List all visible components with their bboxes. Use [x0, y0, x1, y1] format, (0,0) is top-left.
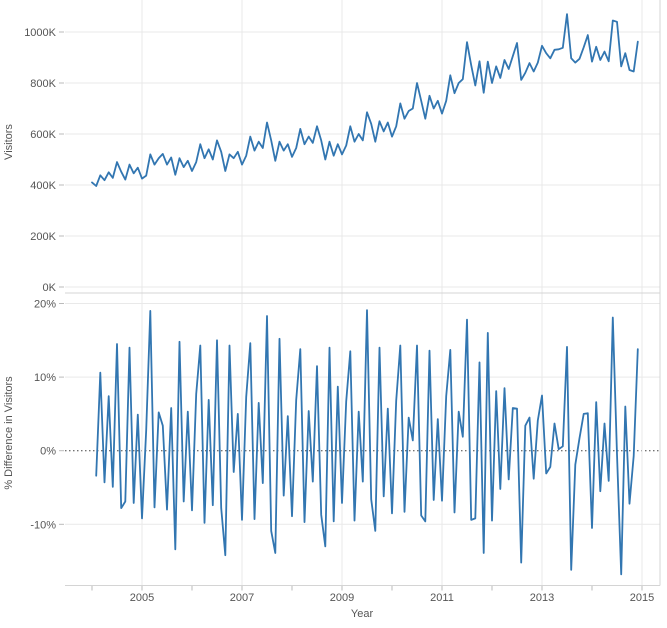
x-tick-label: 2013 — [530, 592, 554, 604]
y-tick-label: 800K — [30, 78, 56, 90]
visitors-line[interactable] — [91, 13, 639, 187]
x-tick-label: 2005 — [130, 592, 154, 604]
y-tick-label: 10% — [34, 372, 56, 384]
x-tick-label: 2015 — [630, 592, 654, 604]
x-tick-label: 2007 — [230, 592, 254, 604]
line-layer — [91, 13, 639, 576]
y-tick-label: 1000K — [24, 27, 56, 39]
y-tick-label: 20% — [34, 299, 56, 311]
y-tick-label: 0K — [43, 282, 57, 294]
y-tick-label: 400K — [30, 180, 56, 192]
x-tick-label: 2011 — [430, 592, 454, 604]
year-axis-title: Year — [351, 608, 374, 620]
axis-tick-labels: 0K 200K 400K 600K 800K 1000K 20% 10% 0% -10% 2005 2… — [24, 27, 654, 604]
pct-difference-line[interactable] — [95, 309, 639, 576]
x-tick-label: 2009 — [330, 592, 354, 604]
visitors-axis-title: Visitors — [3, 124, 15, 160]
pct-difference-axis-title: % Difference in Visitors — [3, 376, 15, 490]
y-tick-label: -10% — [30, 519, 56, 531]
y-tick-label: 600K — [30, 129, 56, 141]
y-tick-label: 200K — [30, 231, 56, 243]
y-tick-label: 0% — [40, 446, 56, 458]
